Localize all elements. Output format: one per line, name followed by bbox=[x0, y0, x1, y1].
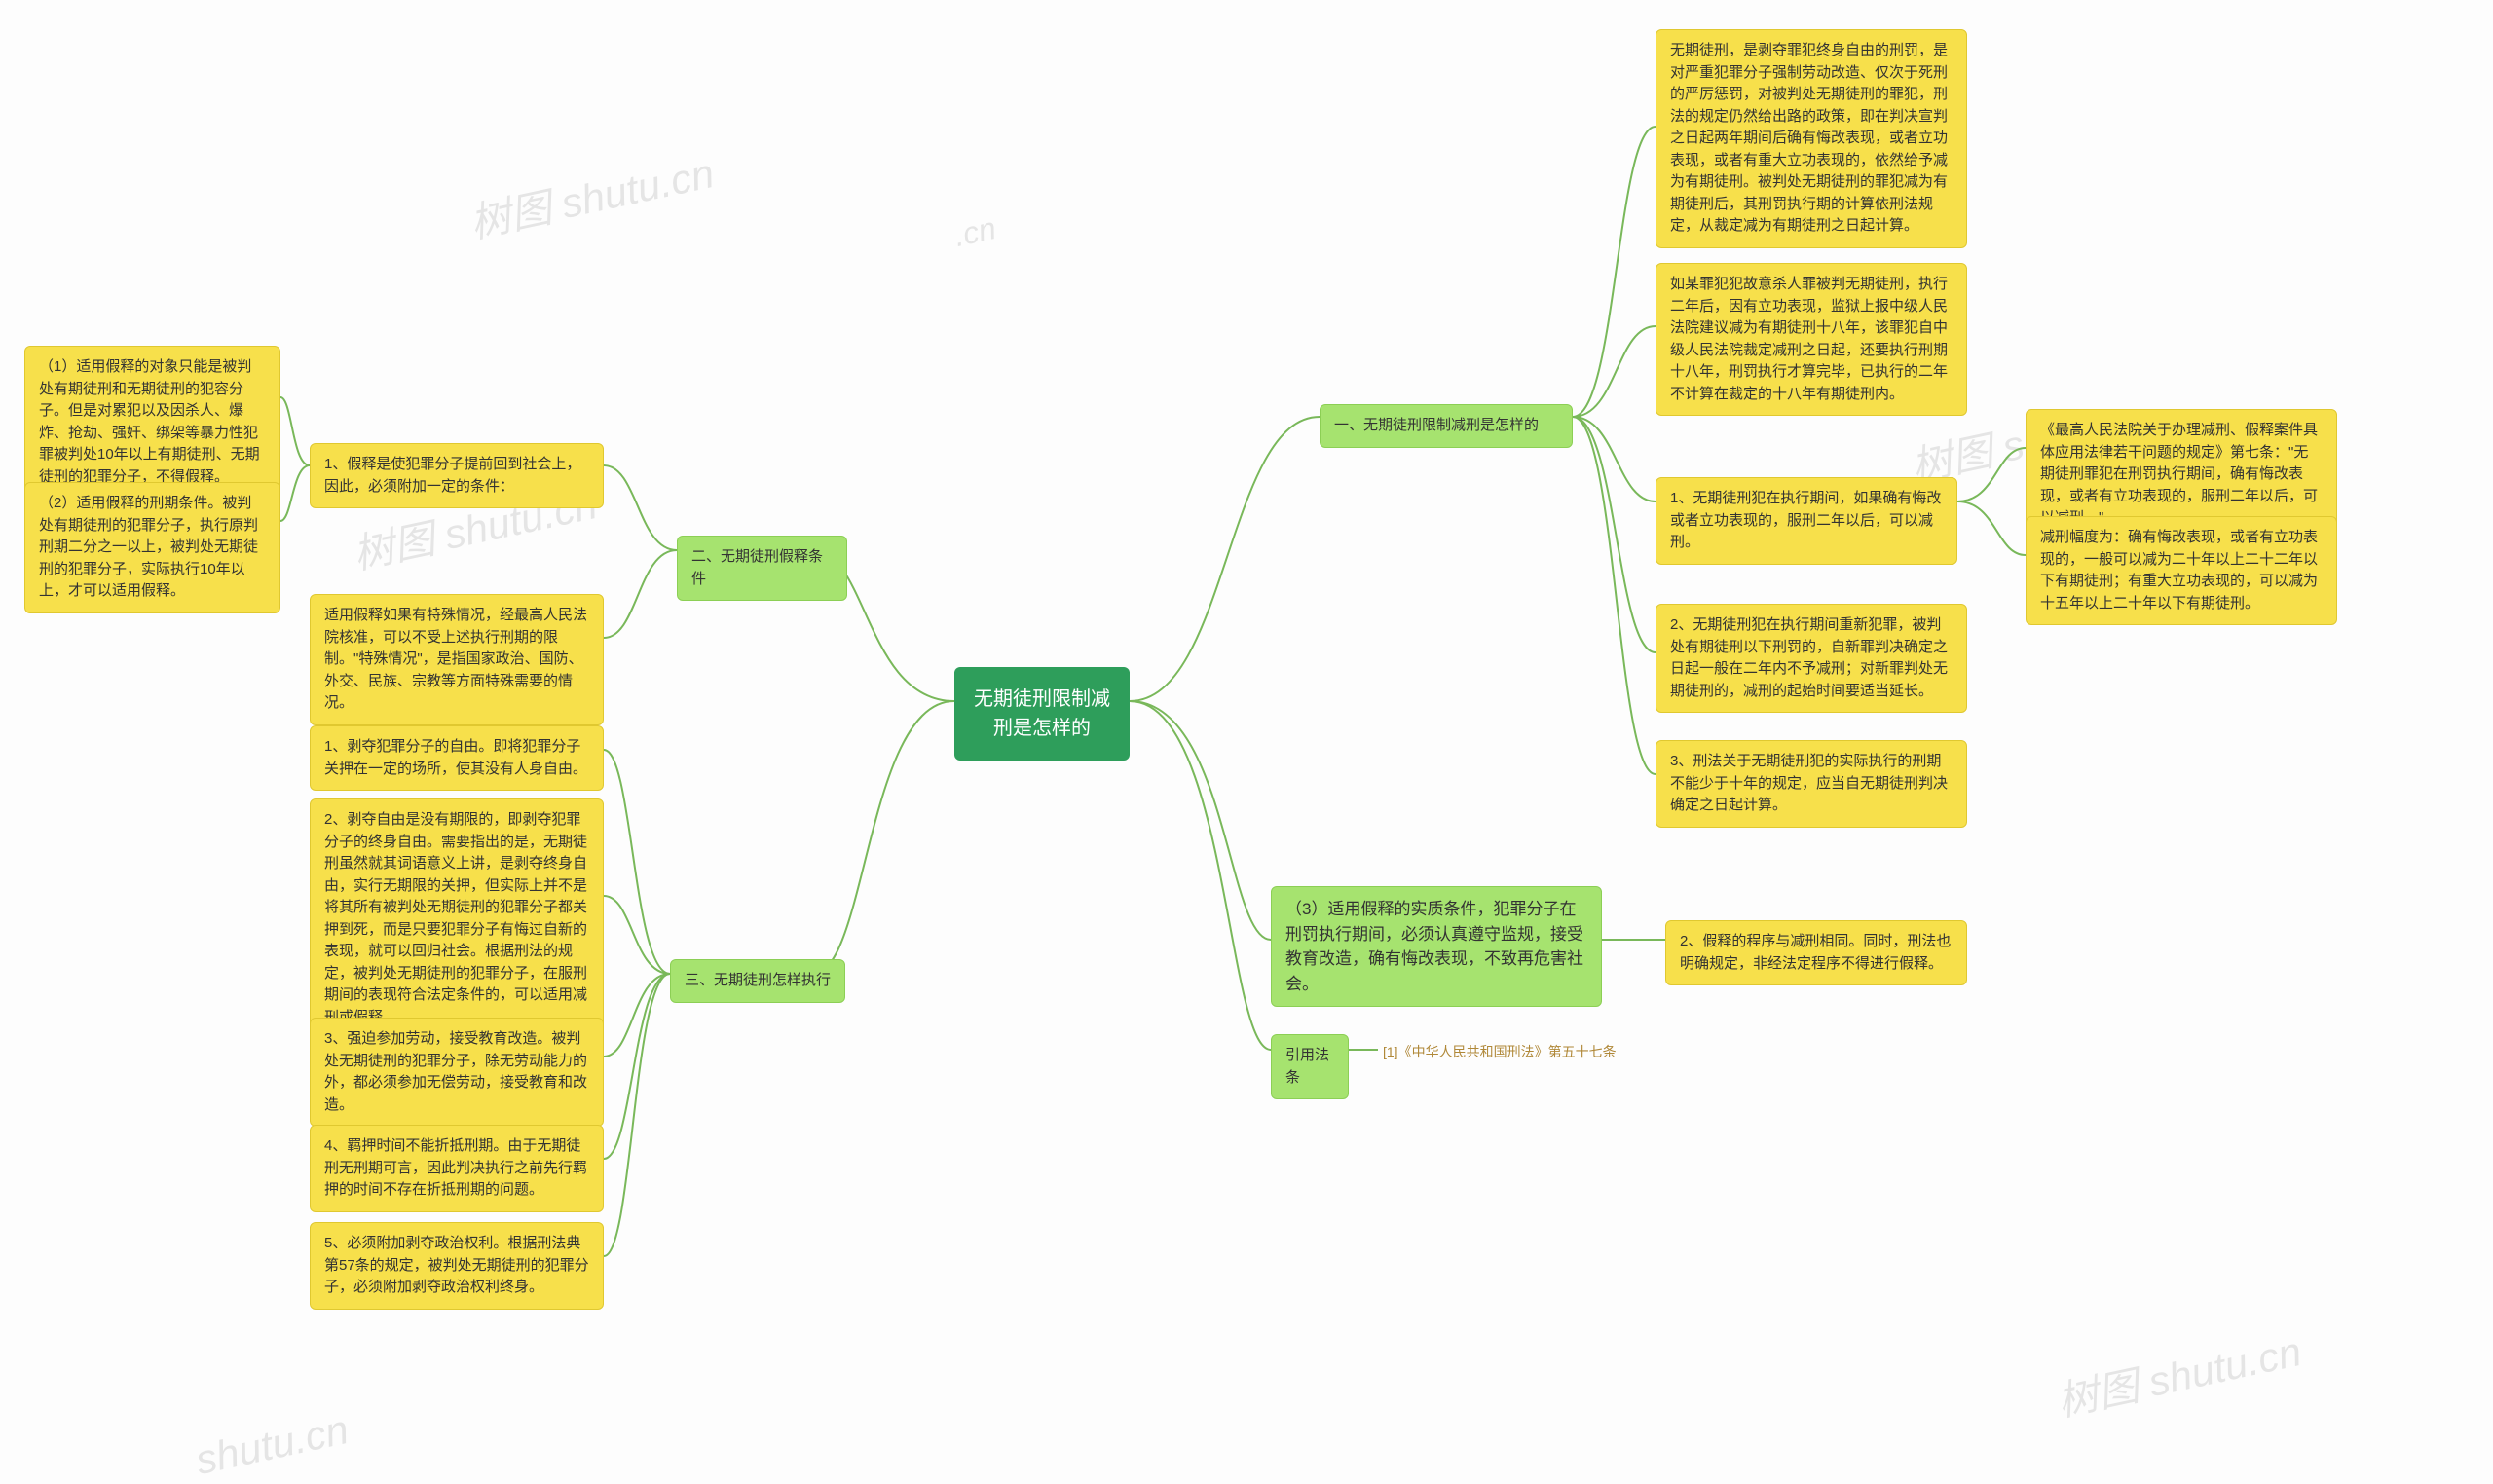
leaf-s3-4: 4、羁押时间不能折抵刑期。由于无期徒刑无刑期可言，因此判决执行之前先行羁押的时间… bbox=[310, 1125, 604, 1212]
leaf-s1-sub1: 1、无期徒刑犯在执行期间，如果确有悔改或者立功表现的，服刑二年以后，可以减刑。 bbox=[1656, 477, 1957, 565]
watermark: 树图 shutu.cn bbox=[2051, 1318, 2306, 1428]
branch-section1: 一、无期徒刑限制减刑是怎样的 bbox=[1320, 404, 1573, 448]
root-node: 无期徒刑限制减刑是怎样的 bbox=[954, 667, 1130, 761]
branch-section2: 二、无期徒刑假释条件 bbox=[677, 536, 847, 601]
leaf-parole3: 2、假释的程序与减刑相同。同时，刑法也明确规定，非经法定程序不得进行假释。 bbox=[1665, 920, 1967, 985]
leaf-s3-3: 3、强迫参加劳动，接受教育改造。被判处无期徒刑的犯罪分子，除无劳动能力的外，都必… bbox=[310, 1018, 604, 1127]
branch-parole3: （3）适用假释的实质条件，犯罪分子在刑罚执行期间，必须认真遵守监规，接受教育改造… bbox=[1271, 886, 1602, 1007]
leaf-s1-sub3: 3、刑法关于无期徒刑犯的实际执行的刑期不能少于十年的规定，应当自无期徒刑判决确定… bbox=[1656, 740, 1967, 828]
leaf-s2-sub1: 1、假释是使犯罪分子提前回到社会上，因此，必须附加一定的条件： bbox=[310, 443, 604, 508]
leaf-s1-b: 如某罪犯犯故意杀人罪被判无期徒刑，执行二年后，因有立功表现，监狱上报中级人民法院… bbox=[1656, 263, 1967, 416]
leaf-s2-sub1-a: （1）适用假释的对象只能是被判处有期徒刑和无期徒刑的犯容分子。但是对累犯以及因杀… bbox=[24, 346, 280, 499]
leaf-s1-sub2: 2、无期徒刑犯在执行期间重新犯罪，被判处有期徒刑以下刑罚的，自新罪判决确定之日起… bbox=[1656, 604, 1967, 713]
leaf-s3-5: 5、必须附加剥夺政治权利。根据刑法典第57条的规定，被判处无期徒刑的犯罪分子，必… bbox=[310, 1222, 604, 1310]
leaf-s1-sub1-b: 减刑幅度为：确有悔改表现，或者有立功表现的，一般可以减为二十年以上二十二年以下有… bbox=[2026, 516, 2337, 625]
leaf-s2-sub2: 适用假释如果有特殊情况，经最高人民法院核准，可以不受上述执行刑期的限制。"特殊情… bbox=[310, 594, 604, 725]
leaf-s3-1: 1、剥夺犯罪分子的自由。即将犯罪分子关押在一定的场所，使其没有人身自由。 bbox=[310, 725, 604, 791]
citation-item: [1]《中华人民共和国刑法》第五十七条 bbox=[1383, 1042, 1617, 1061]
leaf-s3-2: 2、剥夺自由是没有期限的，即剥夺犯罪分子的终身自由。需要指出的是，无期徒刑虽然就… bbox=[310, 798, 604, 1039]
branch-citation: 引用法条 bbox=[1271, 1034, 1349, 1099]
leaf-s1-a: 无期徒刑，是剥夺罪犯终身自由的刑罚，是对严重犯罪分子强制劳动改造、仅次于死刑的严… bbox=[1656, 29, 1967, 248]
watermark: shutu.cn bbox=[192, 1406, 353, 1484]
watermark: .cn bbox=[951, 210, 999, 254]
leaf-s2-sub1-b: （2）适用假释的刑期条件。被判处有期徒刑的犯罪分子，执行原判刑期二分之一以上，被… bbox=[24, 482, 280, 613]
watermark: 树图 shutu.cn bbox=[464, 140, 719, 250]
branch-section3: 三、无期徒刑怎样执行 bbox=[670, 959, 845, 1003]
